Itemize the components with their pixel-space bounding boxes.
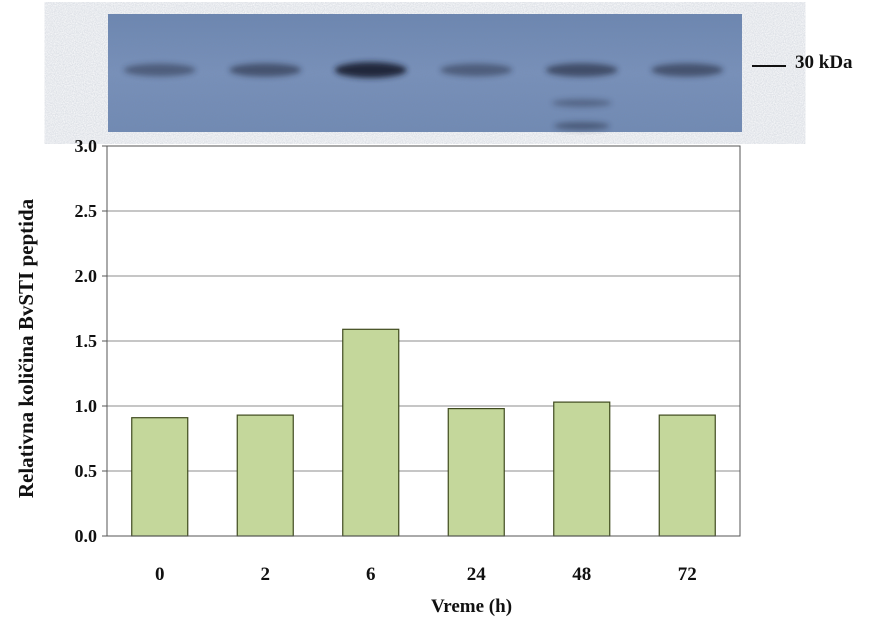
- blot-band-6: [334, 62, 407, 78]
- blot-band-24: [440, 63, 513, 77]
- blot-band-2: [229, 63, 302, 77]
- blot-band-lower: [551, 99, 612, 107]
- x-tick-label: 72: [678, 564, 697, 585]
- y-tick-label: 2.0: [75, 266, 98, 286]
- y-tick-label: 2.5: [75, 201, 98, 221]
- bar-0: [131, 417, 189, 537]
- x-axis-label: Vreme (h): [430, 596, 513, 617]
- marker-tick-line: [752, 65, 786, 67]
- x-tick-label: 48: [572, 564, 591, 585]
- y-tick-label: 1.5: [75, 331, 98, 351]
- bar-6: [342, 328, 400, 537]
- blot-band-48: [545, 63, 618, 77]
- bar-48: [553, 401, 611, 537]
- bar-24: [447, 408, 505, 537]
- blot-band-72: [651, 63, 724, 77]
- x-tick-label: 2: [261, 564, 271, 585]
- bar-72: [658, 414, 716, 537]
- x-tick-label: 24: [467, 564, 487, 585]
- y-tick-label: 1.0: [75, 396, 98, 416]
- molecular-weight-marker-label: 30 kDa: [795, 52, 853, 73]
- y-tick-label: 0.5: [75, 461, 98, 481]
- y-tick-label: 3.0: [75, 136, 98, 156]
- blot-band-lower: [553, 122, 610, 130]
- y-tick-label: 0.0: [75, 526, 98, 546]
- y-axis-label: Relativna količina BvSTI peptida: [13, 198, 38, 498]
- blot-band-0: [123, 63, 196, 77]
- x-tick-label: 6: [366, 564, 376, 585]
- bar-2: [236, 414, 294, 537]
- x-tick-label: 0: [155, 564, 165, 585]
